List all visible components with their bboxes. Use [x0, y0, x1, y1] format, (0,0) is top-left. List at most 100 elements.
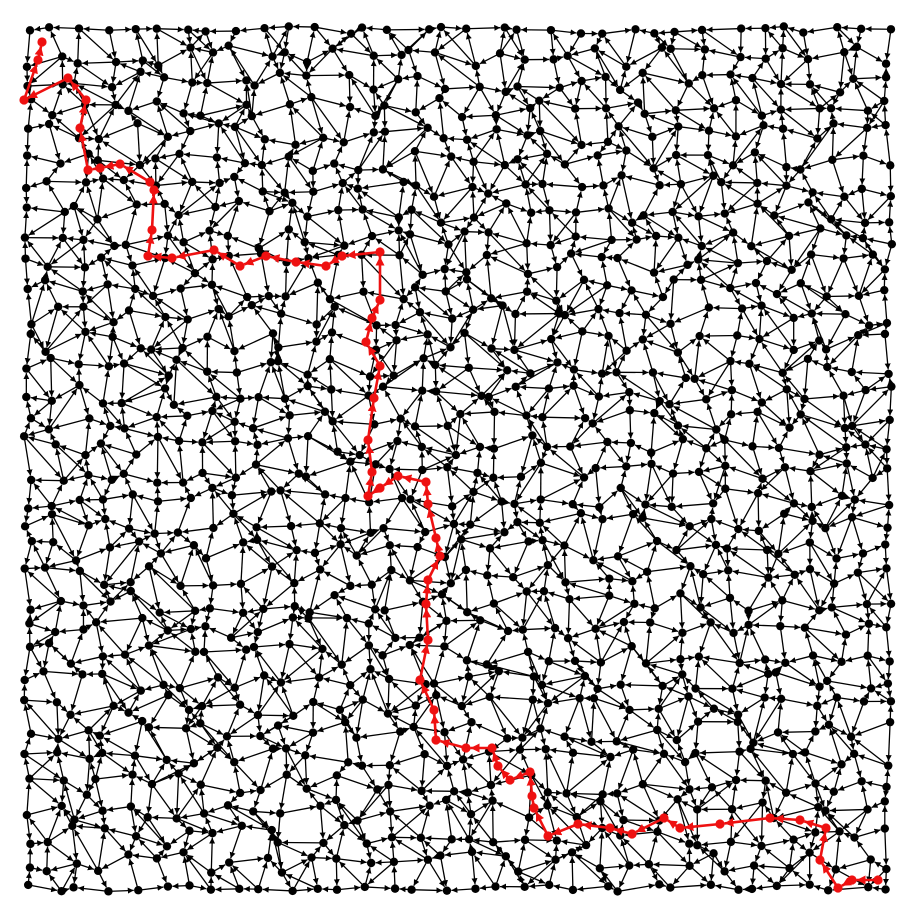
graph-node	[242, 100, 251, 110]
path-node	[33, 55, 43, 65]
graph-edge	[412, 155, 419, 186]
graph-node	[215, 178, 224, 188]
graph-edge	[670, 48, 688, 80]
graph-node	[728, 161, 738, 170]
graph-node	[413, 71, 422, 81]
graph-node	[595, 502, 604, 512]
graph-node	[249, 807, 258, 816]
graph-node	[75, 380, 84, 390]
graph-node	[881, 120, 890, 130]
graph-node	[627, 642, 636, 651]
graph-node	[696, 603, 705, 612]
graph-node	[821, 523, 830, 533]
graph-node	[526, 369, 535, 378]
graph-edge	[82, 60, 117, 67]
graph-node	[733, 717, 742, 727]
graph-node	[761, 776, 770, 785]
graph-edge	[644, 108, 672, 115]
graph-edge	[136, 123, 143, 161]
graph-node	[19, 432, 29, 441]
graph-node	[648, 368, 658, 377]
graph-node	[545, 206, 554, 215]
graph-node	[603, 137, 613, 147]
graph-node	[53, 302, 63, 311]
graph-node	[503, 626, 513, 636]
graph-node	[591, 624, 600, 633]
graph-node	[301, 751, 310, 760]
graph-node	[814, 802, 823, 812]
graph-node	[197, 701, 207, 711]
graph-node	[358, 205, 367, 214]
path-node	[95, 163, 105, 173]
graph-node	[186, 624, 196, 634]
graph-node	[47, 501, 56, 511]
graph-edge	[48, 123, 61, 160]
graph-edge	[653, 130, 677, 169]
graph-node	[813, 134, 822, 143]
graph-node	[508, 572, 518, 582]
graph-node	[159, 680, 168, 690]
graph-edge	[55, 117, 80, 139]
graph-edge	[155, 180, 188, 187]
graph-node	[709, 704, 719, 713]
graph-node	[378, 651, 387, 660]
graph-node	[884, 500, 894, 510]
graph-node	[104, 362, 114, 371]
graph-node	[690, 374, 699, 383]
graph-node	[536, 458, 546, 468]
graph-node	[703, 150, 713, 160]
graph-node	[417, 786, 426, 796]
graph-node	[490, 407, 499, 417]
graph-node	[720, 209, 730, 218]
graph-node	[252, 523, 261, 532]
graph-node	[96, 439, 106, 448]
graph-node	[822, 292, 831, 301]
graph-node	[706, 880, 716, 889]
graph-node	[93, 215, 102, 224]
graph-node	[885, 415, 894, 425]
graph-node	[832, 693, 842, 702]
graph-node	[735, 658, 744, 668]
path-node	[235, 261, 245, 271]
graph-node	[318, 644, 327, 654]
graph-node	[638, 780, 648, 789]
graph-edge	[313, 183, 339, 193]
graph-node	[395, 251, 404, 260]
graph-node	[91, 774, 100, 784]
graph-node	[179, 109, 188, 118]
graph-edge	[783, 58, 809, 82]
graph-node	[172, 355, 181, 365]
graph-node	[647, 459, 656, 469]
graph-node	[523, 131, 532, 140]
graph-node	[285, 100, 295, 109]
graph-node	[26, 729, 36, 739]
graph-node	[466, 809, 476, 819]
graph-node	[393, 436, 402, 446]
graph-node	[59, 776, 68, 785]
graph-node	[886, 25, 896, 34]
graph-node	[850, 495, 860, 504]
graph-node	[335, 705, 345, 714]
graph-node	[325, 355, 335, 364]
graph-node	[813, 701, 822, 711]
graph-node	[753, 488, 763, 498]
graph-node	[352, 733, 361, 742]
graph-edge	[648, 114, 679, 128]
graph-node	[607, 235, 616, 245]
graph-node	[648, 132, 657, 141]
graph-node	[500, 23, 509, 32]
graph-node	[203, 78, 212, 88]
graph-node	[78, 287, 88, 296]
graph-node	[51, 440, 60, 449]
graph-node	[521, 180, 530, 189]
graph-node	[451, 450, 461, 460]
graph-node	[284, 225, 294, 234]
path-node	[493, 761, 503, 771]
graph-edge	[102, 122, 138, 138]
graph-node	[644, 860, 654, 869]
graph-node	[544, 880, 554, 890]
graph-edge	[346, 75, 353, 103]
graph-node	[449, 787, 459, 796]
graph-node	[274, 343, 283, 352]
graph-edge	[254, 60, 271, 86]
